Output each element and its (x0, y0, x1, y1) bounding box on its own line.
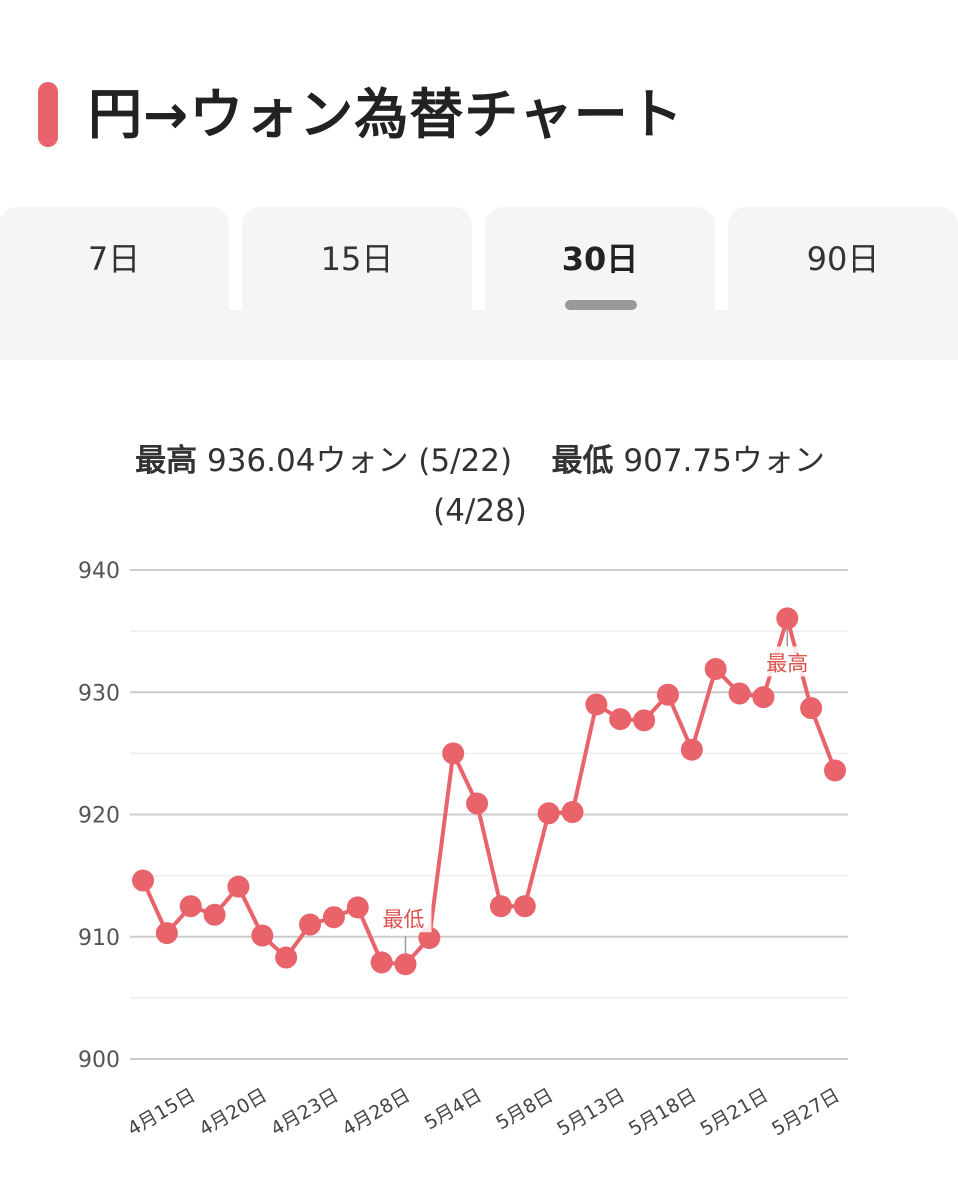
min-label: 最低 (382, 907, 424, 931)
x-tick-label: 5月8日 (492, 1084, 557, 1134)
tab[interactable]: 30日 (485, 207, 715, 310)
page-title: 円→ウォン為替チャート (88, 83, 684, 146)
active-indicator (565, 300, 637, 310)
point (299, 913, 322, 936)
tab[interactable]: 7日 (0, 207, 229, 310)
annotation-bg (759, 646, 816, 677)
y-tick-label: 900 (78, 1048, 120, 1073)
line (141, 611, 837, 967)
point (251, 924, 274, 947)
point (680, 738, 703, 761)
y-tick-label: 940 (78, 559, 120, 584)
x-tick-label: 5月4日 (421, 1084, 486, 1134)
x-tick-label: 4月23日 (267, 1084, 342, 1140)
point (776, 607, 799, 630)
point (609, 708, 632, 731)
point (179, 895, 202, 918)
point (824, 759, 846, 782)
point (418, 926, 441, 949)
x-tick-label: 5月13日 (553, 1084, 628, 1140)
point (585, 693, 608, 716)
point (656, 683, 679, 706)
point (633, 709, 656, 732)
summary: 最高 936.04ウォン (5/22) 最低 907.75ウォン (4/28) (90, 436, 870, 536)
point (275, 946, 298, 969)
summary-label: 最高 (135, 443, 198, 479)
point (800, 697, 823, 720)
point (346, 896, 369, 919)
x-tick-label: 5月21日 (697, 1084, 772, 1140)
y-tick-label: 910 (78, 926, 120, 951)
y-tick-label: 920 (78, 804, 120, 829)
point (322, 906, 345, 929)
x-tick-label: 4月15日 (124, 1084, 199, 1140)
point (466, 792, 489, 815)
point (370, 951, 393, 974)
summary-value: 907.75ウォン (4/28) (433, 443, 825, 529)
point (489, 895, 512, 918)
tab[interactable]: 90日 (728, 207, 958, 310)
x-tick-label: 5月27日 (768, 1084, 843, 1140)
point (561, 801, 584, 824)
point (132, 869, 154, 892)
y-tick-label: 930 (78, 681, 120, 706)
point (442, 742, 465, 765)
point (227, 875, 250, 898)
point (728, 682, 751, 705)
tab[interactable]: 15日 (242, 207, 472, 310)
summary-label: 最低 (551, 443, 614, 479)
point (203, 903, 226, 926)
point (537, 802, 560, 825)
point (513, 895, 536, 918)
annotation-bg (375, 902, 432, 933)
summary-value: 936.04ウォン (5/22) (206, 443, 513, 479)
title-accent (38, 82, 58, 147)
max-label: 最高 (766, 651, 808, 675)
tab-band (0, 310, 958, 360)
point (752, 686, 775, 709)
x-tick-label: 4月28日 (339, 1084, 414, 1140)
x-tick-label: 5月18日 (625, 1084, 700, 1140)
point (704, 658, 727, 681)
point (394, 953, 417, 976)
x-tick-label: 4月20日 (195, 1084, 270, 1140)
tab-bar: 7日 15日 30日 90日 (0, 207, 958, 360)
point (155, 922, 178, 945)
